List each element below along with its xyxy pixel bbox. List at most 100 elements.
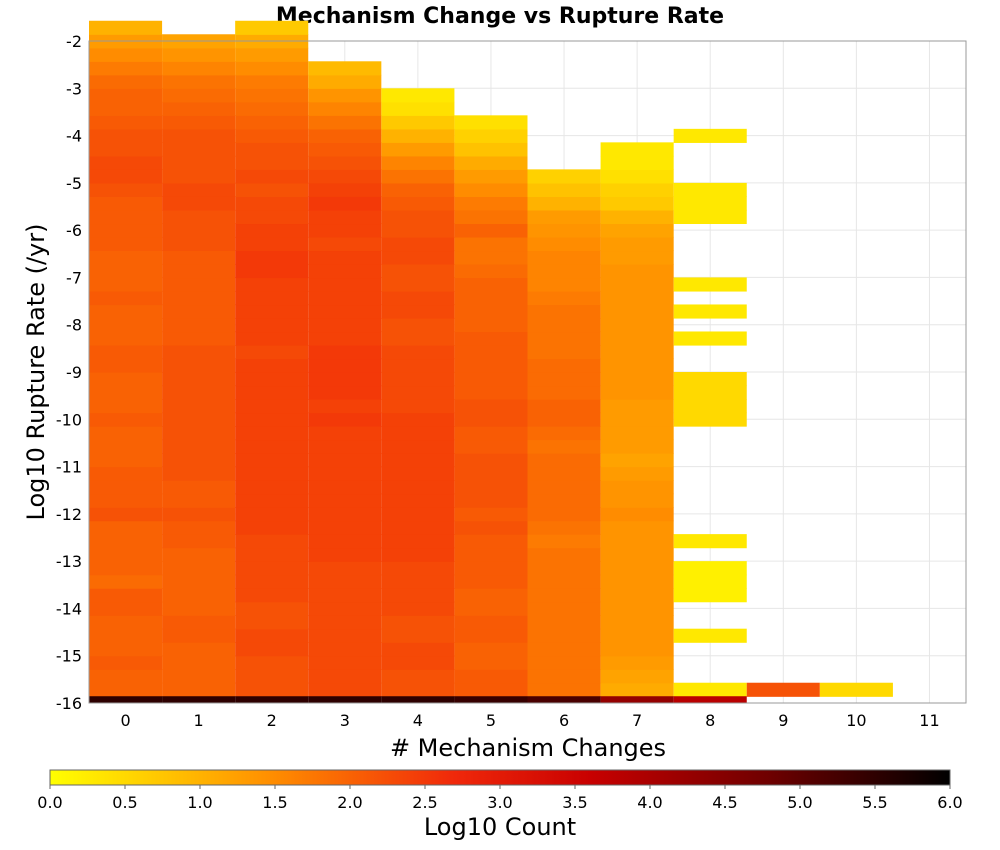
heatmap-cell — [235, 588, 309, 603]
heatmap-cell — [454, 642, 528, 657]
heatmap-cell — [454, 507, 528, 522]
heatmap-cell — [527, 682, 601, 697]
heatmap-cell — [381, 426, 455, 441]
heatmap-cell — [162, 128, 236, 143]
heatmap-cell — [600, 304, 674, 319]
heatmap-cell — [235, 155, 309, 170]
heatmap-cell — [162, 101, 236, 116]
heatmap-cell — [162, 88, 236, 103]
y-tick-label: -8 — [66, 316, 82, 335]
colorbar-tick-label: 5.0 — [787, 793, 812, 812]
heatmap-cell — [600, 480, 674, 495]
heatmap-cell — [235, 426, 309, 441]
heatmap-cell — [162, 290, 236, 306]
heatmap-cell — [89, 169, 163, 184]
heatmap-cell — [308, 115, 382, 130]
heatmap-cell — [162, 642, 236, 657]
heatmap-cell — [454, 453, 528, 468]
colorbar-tick-label: 3.5 — [562, 793, 587, 812]
heatmap-cell — [600, 385, 674, 400]
heatmap-cell — [308, 561, 382, 576]
x-tick-label: 8 — [705, 711, 715, 730]
heatmap-cell — [673, 412, 747, 427]
heatmap-cell — [308, 547, 382, 562]
heatmap-cell — [600, 263, 674, 279]
heatmap-cell — [381, 466, 455, 481]
heatmap-cell — [89, 155, 163, 170]
heatmap-cell — [162, 223, 236, 238]
heatmap-cell — [89, 372, 163, 387]
heatmap-cell-bottom — [235, 696, 309, 703]
heatmap-cell — [89, 182, 163, 197]
heatmap-cell — [381, 223, 455, 238]
heatmap-cell — [89, 669, 163, 684]
heatmap-cell — [600, 223, 674, 238]
heatmap-cell — [162, 534, 236, 549]
heatmap-cell — [89, 290, 163, 306]
x-tick-label: 6 — [559, 711, 569, 730]
y-tick-label: -11 — [56, 458, 82, 477]
heatmap-cell — [381, 250, 455, 265]
heatmap-cell — [162, 331, 236, 346]
colorbar-tick-label: 3.0 — [487, 793, 512, 812]
heatmap-cell — [308, 128, 382, 143]
heatmap-cell — [89, 209, 163, 225]
heatmap-cell — [600, 561, 674, 576]
heatmap-cell — [162, 682, 236, 697]
heatmap-cell — [381, 547, 455, 562]
heatmap-cell — [308, 209, 382, 225]
heatmap-cell — [454, 372, 528, 387]
heatmap-cell — [162, 47, 236, 62]
heatmap-cell — [454, 250, 528, 265]
y-tick-label: -15 — [56, 647, 82, 666]
heatmap-cell — [235, 372, 309, 387]
heatmap-cell — [235, 628, 309, 643]
heatmap-cell-bottom — [162, 696, 236, 703]
heatmap-cell — [89, 466, 163, 481]
heatmap-cell — [600, 615, 674, 630]
heatmap-cell — [235, 236, 309, 252]
heatmap-cell — [89, 601, 163, 616]
heatmap-cell — [162, 61, 236, 76]
heatmap-cell — [235, 169, 309, 184]
heatmap-cell — [89, 385, 163, 400]
heatmap-cell-bottom — [600, 696, 674, 703]
heatmap-cell — [600, 439, 674, 454]
y-tick-label: -7 — [66, 268, 82, 287]
heatmap-cell — [308, 304, 382, 319]
heatmap-cell — [381, 263, 455, 279]
colorbar-tick-label: 2.5 — [412, 793, 437, 812]
heatmap-cell — [454, 493, 528, 508]
heatmap-cell — [673, 182, 747, 197]
heatmap-cell — [527, 209, 601, 225]
x-tick-label: 1 — [194, 711, 204, 730]
heatmap-cell — [308, 61, 382, 76]
heatmap-cell — [600, 250, 674, 265]
heatmap-cell — [600, 196, 674, 211]
heatmap-cell — [600, 412, 674, 427]
heatmap-cell — [381, 155, 455, 170]
heatmap-cell — [600, 277, 674, 292]
heatmap-cell — [381, 682, 455, 697]
heatmap-cell — [162, 263, 236, 279]
heatmap-cell — [527, 574, 601, 589]
heatmap-cell — [235, 439, 309, 454]
heatmap-cell — [308, 412, 382, 427]
heatmap-cell — [162, 385, 236, 400]
heatmap-cell — [454, 520, 528, 535]
heatmap-cell — [235, 520, 309, 535]
heatmap-cell — [600, 155, 674, 170]
heatmap-cell — [89, 642, 163, 657]
colorbar-ticks: 0.0 0.5 1.0 1.5 2.0 2.5 3.0 3.5 4.0 4.5 5.0 5.5 6.0 — [37, 785, 963, 812]
heatmap-cell — [162, 169, 236, 184]
colorbar-tick-label: 5.5 — [862, 793, 887, 812]
heatmap-cell — [600, 642, 674, 657]
heatmap-cell — [89, 520, 163, 535]
heatmap-cell — [162, 601, 236, 616]
heatmap-cell — [454, 142, 528, 157]
heatmap-cell — [454, 655, 528, 670]
heatmap-cell — [89, 507, 163, 522]
heatmap-cell — [673, 304, 747, 319]
heatmap-cell — [527, 628, 601, 643]
heatmap-cell — [89, 142, 163, 157]
